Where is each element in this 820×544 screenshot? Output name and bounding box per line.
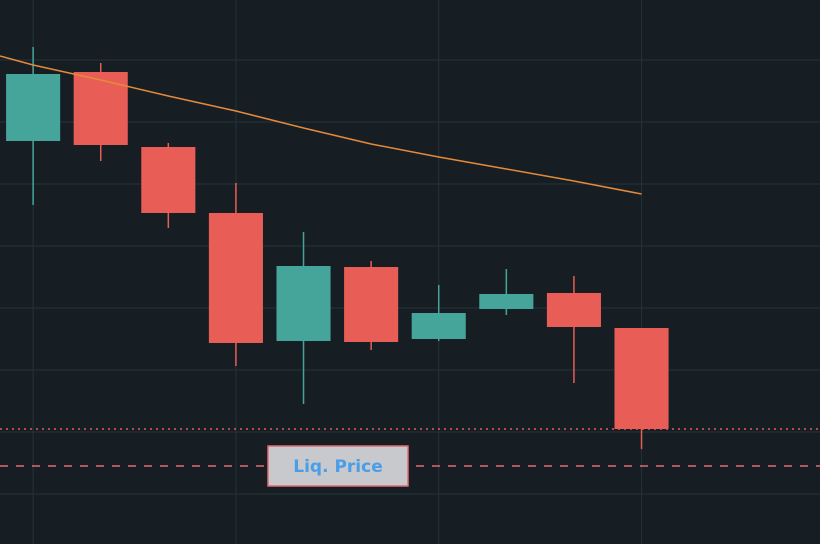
candle-body xyxy=(141,147,196,213)
candle-body xyxy=(276,266,331,341)
candle-body xyxy=(479,294,534,309)
price-label: Liq. Price xyxy=(293,457,382,477)
candle-body xyxy=(344,267,399,342)
candle-body xyxy=(411,313,466,339)
candle-body xyxy=(73,72,128,145)
moving-average-line xyxy=(0,55,642,195)
candle-body xyxy=(546,293,601,327)
candle-body xyxy=(208,213,263,343)
candle-body xyxy=(6,74,61,141)
price-label-box xyxy=(267,445,409,487)
candle-body xyxy=(614,328,669,429)
